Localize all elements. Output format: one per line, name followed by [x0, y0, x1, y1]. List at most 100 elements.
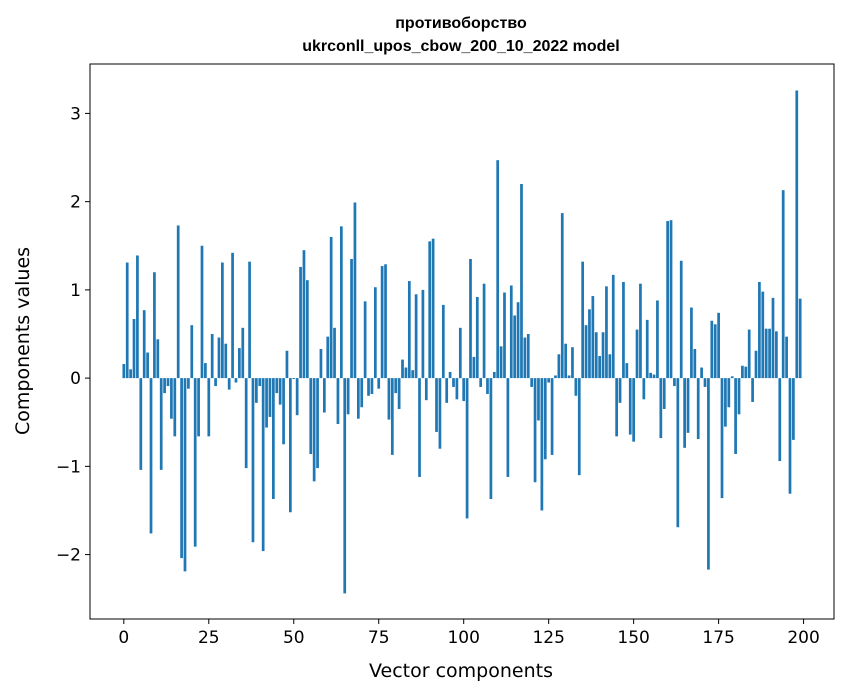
bar: [156, 339, 160, 379]
bar: [193, 378, 197, 547]
bar: [662, 378, 666, 409]
bar: [785, 336, 788, 379]
bar: [214, 378, 217, 387]
bar: [720, 378, 724, 499]
bar: [554, 375, 557, 379]
bar: [673, 378, 676, 387]
bar: [486, 378, 489, 394]
bar: [360, 378, 364, 408]
bar: [771, 297, 775, 379]
bar: [632, 378, 635, 442]
chart-title: противоборство: [395, 15, 527, 32]
bar: [153, 272, 156, 379]
x-tick-label: 200: [787, 628, 819, 648]
bar: [686, 378, 690, 433]
bar: [272, 378, 275, 499]
bar: [591, 296, 595, 379]
bar: [557, 354, 561, 379]
bar: [258, 378, 262, 387]
bar: [605, 286, 608, 379]
bar: [251, 378, 255, 543]
bar: [187, 378, 190, 389]
bar: [598, 356, 602, 379]
bar: [601, 332, 605, 379]
y-tick-label: −1: [56, 457, 81, 477]
bar: [798, 298, 802, 379]
bar: [139, 378, 143, 470]
chart-subtitle: ukrconll_upos_cbow_200_10_2022 model: [302, 38, 619, 55]
bar: [509, 285, 513, 379]
bar: [713, 324, 717, 379]
bar: [696, 378, 700, 439]
bar: [788, 378, 792, 494]
bar: [316, 378, 319, 469]
bar: [492, 371, 496, 379]
bar: [197, 378, 200, 437]
bar: [367, 378, 370, 396]
bar: [577, 378, 581, 476]
bar: [727, 378, 731, 408]
bar: [693, 349, 697, 379]
bar: [438, 378, 442, 449]
bar: [404, 367, 408, 379]
bar: [339, 226, 343, 379]
bar: [329, 236, 333, 379]
bar: [387, 378, 391, 420]
bar: [265, 378, 268, 428]
bar: [231, 252, 234, 379]
bar: [747, 329, 751, 379]
bar: [475, 296, 479, 379]
bar: [207, 378, 211, 437]
bar: [707, 378, 710, 570]
y-tick-label: −2: [56, 546, 81, 566]
bar: [302, 250, 306, 379]
bar: [217, 337, 221, 379]
bar: [499, 346, 503, 379]
bar: [584, 325, 588, 379]
bar: [744, 366, 748, 379]
bar: [482, 283, 486, 379]
bar: [384, 264, 387, 379]
bar: [526, 334, 530, 379]
bar: [322, 378, 326, 413]
bar: [418, 378, 421, 477]
bar: [227, 378, 231, 390]
bar: [414, 294, 418, 379]
bar: [285, 350, 289, 379]
bar: [778, 378, 782, 462]
bar: [547, 378, 551, 383]
bar: [615, 378, 619, 437]
bar: [363, 301, 367, 379]
bar: [353, 202, 357, 379]
bar: [717, 312, 720, 379]
bar: [560, 213, 564, 379]
bar: [326, 336, 330, 379]
bar: [730, 376, 734, 379]
bar: [571, 347, 574, 379]
bar: [356, 378, 360, 419]
bar: [564, 343, 568, 379]
bar: [768, 328, 771, 379]
bar: [645, 319, 649, 379]
bar: [190, 325, 194, 379]
bar: [754, 350, 758, 379]
bar: [125, 262, 129, 379]
bar: [397, 378, 401, 409]
bar: [795, 90, 799, 379]
plot-frame: [89, 63, 835, 620]
bar: [336, 378, 340, 424]
bar: [428, 241, 432, 379]
bar: [424, 378, 428, 401]
bar: [132, 319, 136, 379]
bar: [370, 378, 374, 394]
bar: [180, 378, 183, 559]
bar: [781, 190, 785, 379]
bar: [333, 327, 336, 379]
x-axis-label: Vector components: [369, 660, 553, 682]
x-tick-label: 75: [368, 628, 390, 648]
bar: [373, 287, 377, 379]
bar: [295, 378, 299, 416]
bar: [581, 261, 585, 379]
bar: [659, 378, 663, 439]
